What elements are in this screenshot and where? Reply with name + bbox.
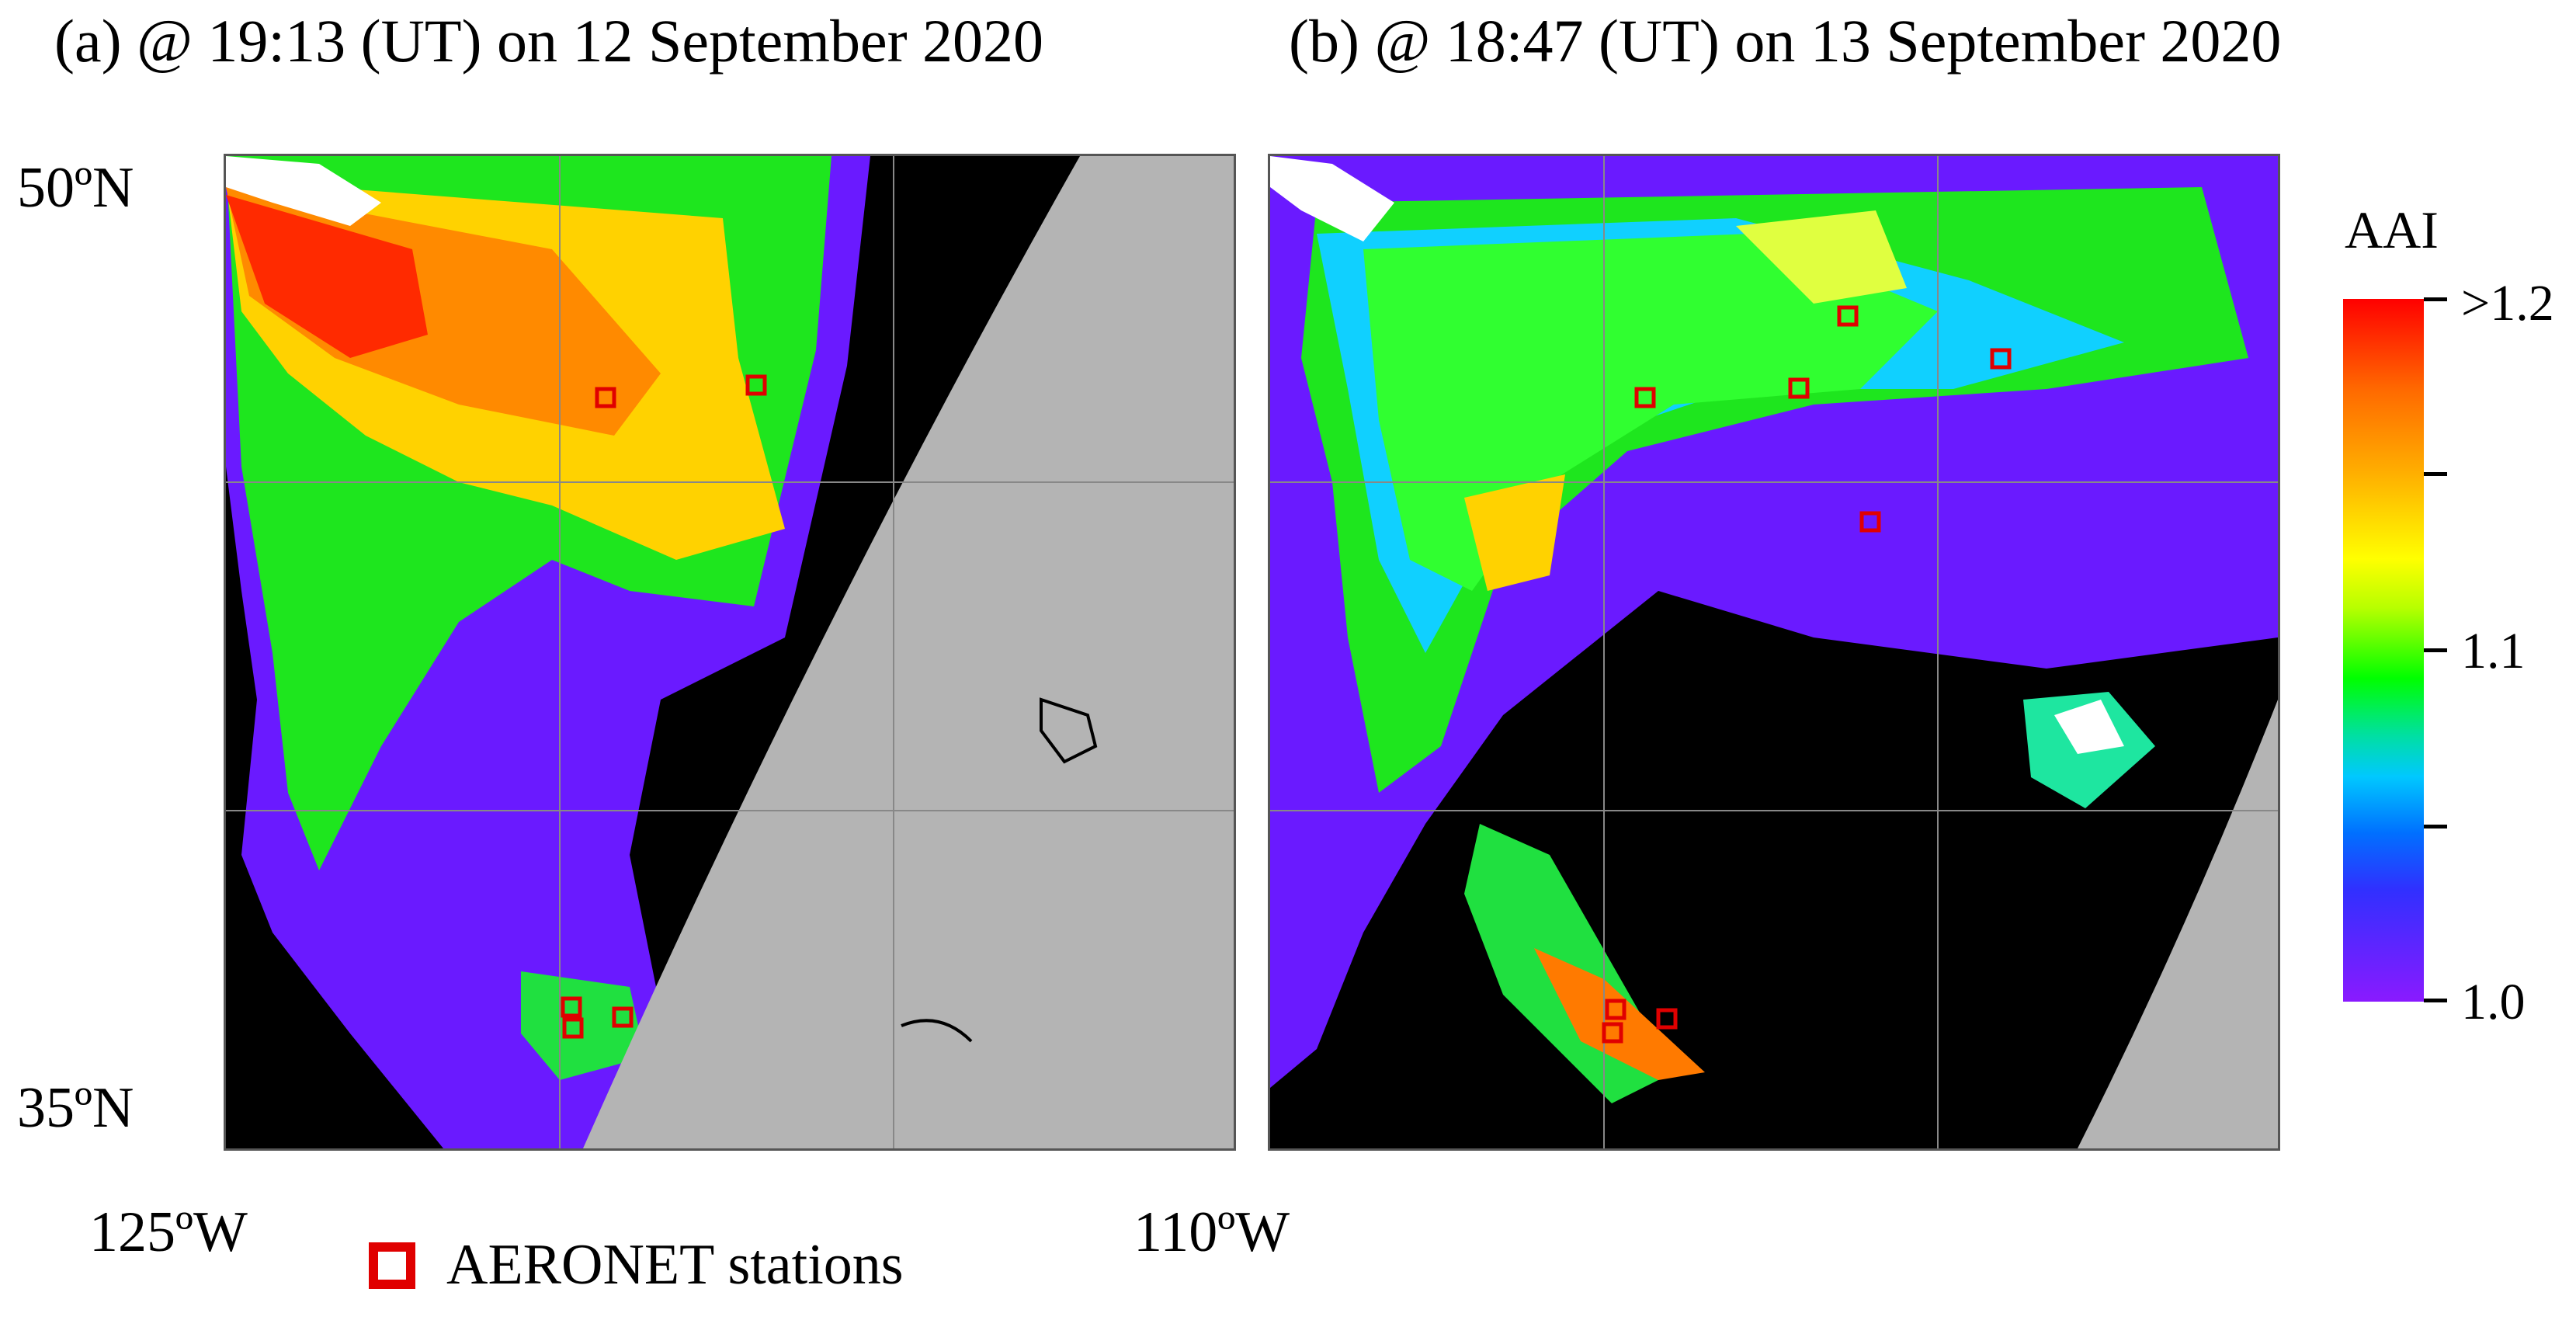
- coast-patch: [1270, 156, 1394, 241]
- station-marker: [745, 374, 767, 396]
- no-data-swath: [583, 156, 1234, 1148]
- aai-map-a: [226, 156, 1234, 1148]
- station-marker: [1656, 1008, 1678, 1030]
- lat-label-top: 50ºN: [17, 156, 134, 220]
- plume-yellow-1: [1736, 210, 1907, 304]
- plume-yellow-2: [1464, 474, 1565, 591]
- colorbar-tick: [2424, 825, 2447, 828]
- station-legend-marker: [369, 1242, 415, 1289]
- colorbar-label-min: 1.0: [2461, 974, 2526, 1030]
- station-marker: [562, 1017, 584, 1039]
- station-marker: [1788, 377, 1810, 399]
- map-panel-b: [1268, 154, 2280, 1151]
- map-panel-a: [224, 154, 1236, 1151]
- station-marker: [1859, 511, 1881, 533]
- station-marker: [1605, 999, 1626, 1020]
- station-marker: [1837, 305, 1859, 327]
- colorbar-tick: [2424, 297, 2447, 301]
- lat-label-bottom: 35ºN: [17, 1076, 134, 1140]
- station-marker: [1990, 348, 2012, 370]
- plume-red: [226, 195, 428, 358]
- lon-label-left: 125ºW: [89, 1200, 248, 1264]
- plume-south-orange: [1534, 948, 1705, 1080]
- panel-a-title: (a) @ 19:13 (UT) on 12 September 2020: [54, 7, 1044, 75]
- panel-b-title: (b) @ 18:47 (UT) on 13 September 2020: [1289, 7, 2282, 75]
- colorbar-label-max: >1.2: [2461, 275, 2554, 332]
- colorbar-tick: [2424, 472, 2447, 476]
- colorbar-tick: [2424, 648, 2447, 652]
- station-marker: [1634, 387, 1656, 408]
- no-data-swath: [2078, 700, 2278, 1148]
- lake-outline: [901, 1019, 973, 1043]
- station-marker: [612, 1006, 634, 1028]
- station-legend-label: AERONET stations: [446, 1233, 904, 1297]
- lon-label-right: 110ºW: [1134, 1200, 1290, 1264]
- aai-map-b: [1270, 156, 2278, 1148]
- station-marker: [595, 387, 616, 408]
- cloud-patch: [2054, 700, 2124, 754]
- station-marker: [561, 996, 582, 1018]
- station-marker: [1602, 1022, 1623, 1044]
- colorbar-tick: [2424, 999, 2447, 1002]
- lake-outline: [1040, 697, 1098, 764]
- colorbar-title: AAI: [2345, 200, 2439, 259]
- coast-patch: [226, 156, 381, 226]
- colorbar-label-mid: 1.1: [2461, 623, 2526, 679]
- colorbar: [2343, 299, 2424, 1002]
